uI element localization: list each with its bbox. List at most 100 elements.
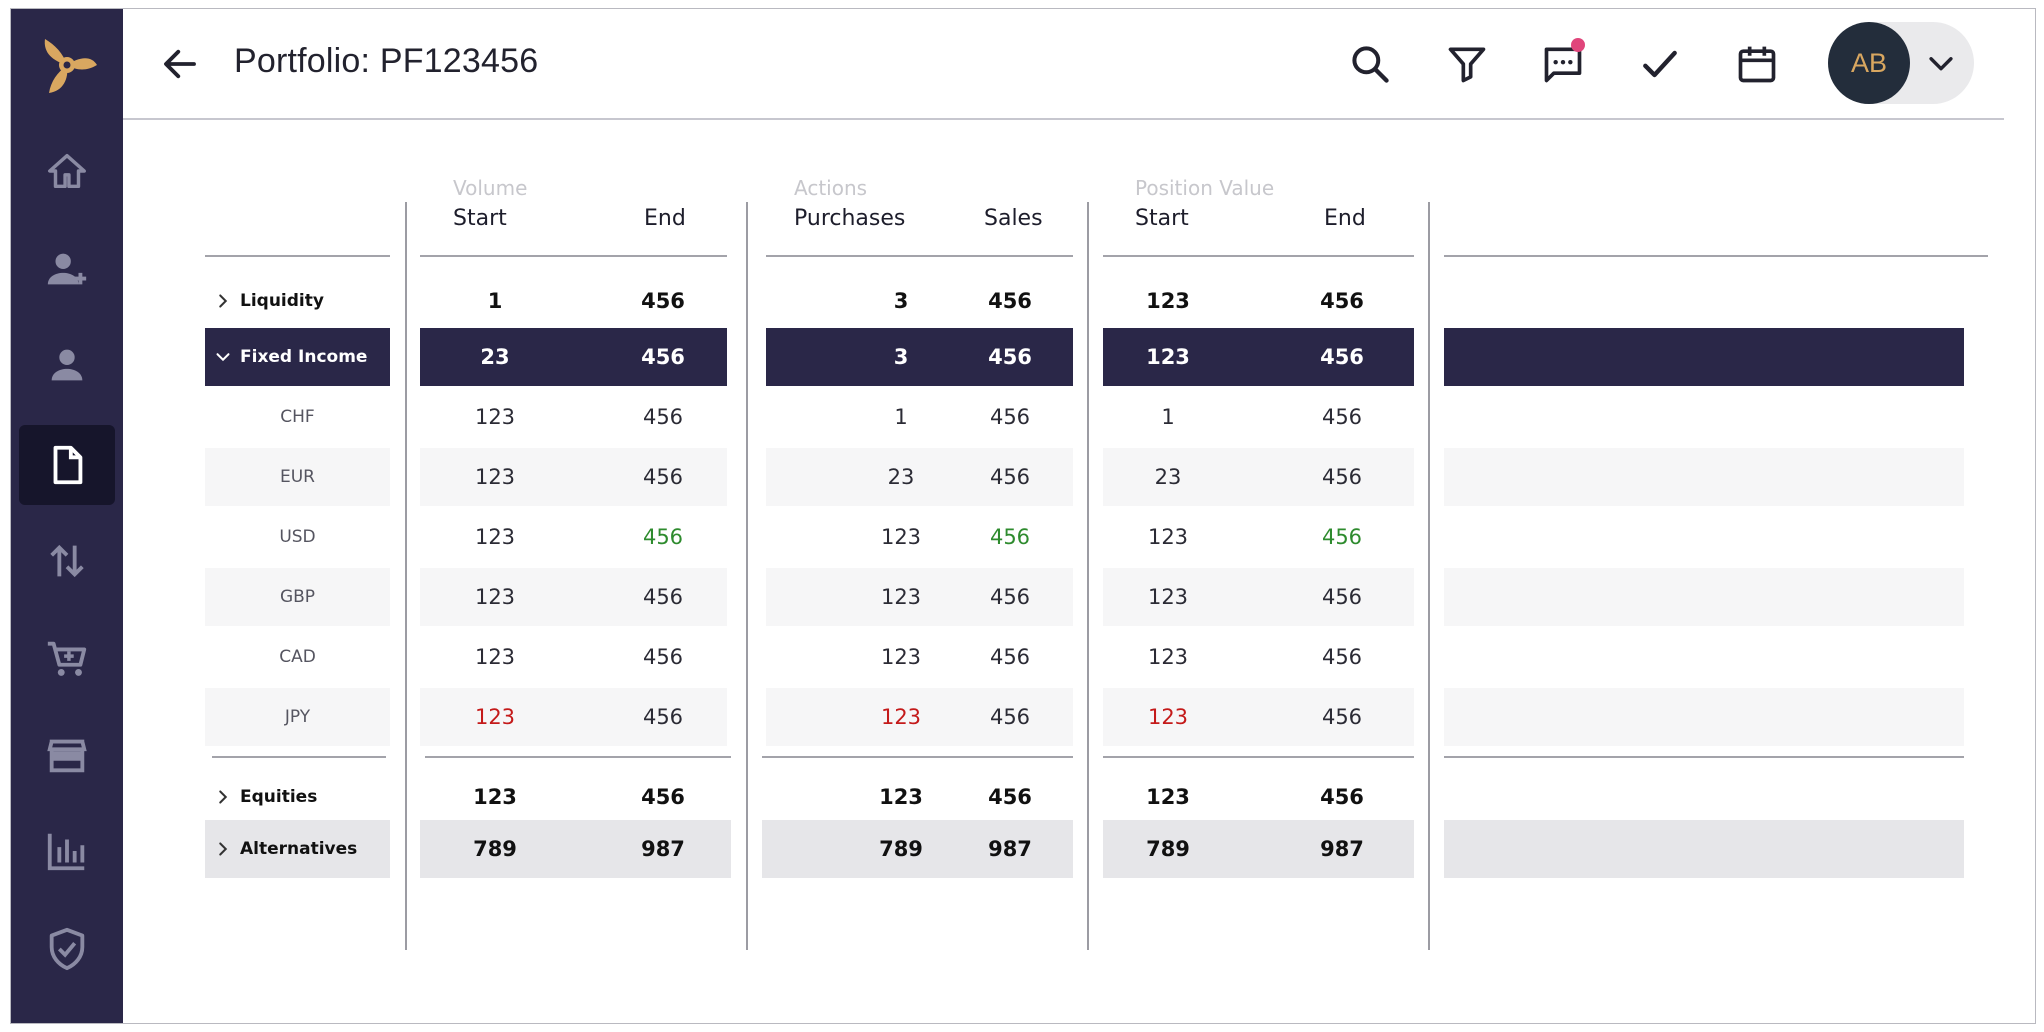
row-background (1444, 448, 1964, 506)
row-background (1444, 568, 1964, 626)
table-cell: 456 (1321, 465, 1363, 489)
check-icon (1643, 50, 1677, 78)
col-header-volume-start[interactable]: Start (453, 206, 507, 231)
table-cell: 456 (1321, 525, 1363, 549)
table-cell: 123 (1146, 289, 1190, 313)
table-cell: 23 (1154, 465, 1182, 489)
row-label-alternatives[interactable]: Alternatives (212, 820, 357, 878)
col-header-volume-end[interactable]: End (644, 206, 686, 231)
row-background (420, 328, 727, 386)
row-label-eur[interactable]: EUR (205, 448, 390, 506)
row-background (1444, 688, 1964, 746)
sidebar-item-home[interactable] (19, 131, 115, 211)
row-background (205, 688, 390, 746)
filter-button[interactable] (1437, 34, 1497, 94)
table-cell: 3 (893, 345, 909, 369)
table-cell: 456 (1320, 785, 1364, 809)
logo-icon (33, 31, 101, 99)
table-cell: 456 (641, 785, 685, 809)
sidebar-item-documents[interactable] (19, 425, 115, 505)
col-header-sales[interactable]: Sales (984, 206, 1043, 231)
table-cell: 123 (474, 645, 516, 669)
table-cell: 456 (642, 705, 684, 729)
row-background (420, 820, 731, 878)
table-cell: 456 (1320, 345, 1364, 369)
chevron-right-icon[interactable] (212, 838, 234, 860)
section-rule (1444, 756, 1964, 758)
table-cell: 456 (641, 345, 685, 369)
table-cell: 1 (1161, 405, 1175, 429)
column-divider (405, 202, 407, 950)
table-cell: 123 (880, 705, 922, 729)
sidebar-item-security[interactable] (19, 909, 115, 989)
table-cell: 456 (989, 705, 1031, 729)
section-rule (1103, 756, 1414, 758)
table-cell: 1 (894, 405, 908, 429)
sidebar-item-analytics[interactable] (19, 811, 115, 891)
row-background (205, 568, 390, 626)
row-background (766, 328, 1073, 386)
row-label-liquidity[interactable]: Liquidity (212, 272, 324, 330)
row-label-fixed-income[interactable]: Fixed Income (212, 328, 367, 386)
table-cell: 123 (880, 645, 922, 669)
calendar-icon (1738, 46, 1776, 83)
row-label-text: Equities (240, 787, 318, 807)
chevron-right-icon[interactable] (212, 290, 234, 312)
header-rule (1444, 255, 1988, 257)
table-cell: 456 (641, 289, 685, 313)
row-label-cad[interactable]: CAD (205, 628, 390, 686)
row-label-equities[interactable]: Equities (212, 768, 317, 826)
row-background (766, 568, 1073, 626)
table-cell: 456 (642, 405, 684, 429)
row-label-usd[interactable]: USD (205, 508, 390, 566)
chevron-down-icon (1929, 57, 1953, 71)
row-background (766, 448, 1073, 506)
table-cell: 123 (880, 585, 922, 609)
table-cell: 456 (1321, 645, 1363, 669)
page-title: Portfolio: PF123456 (234, 42, 539, 80)
sidebar-item-user[interactable] (19, 325, 115, 405)
sidebar-item-transfers[interactable] (19, 521, 115, 601)
calendar-button[interactable] (1727, 34, 1787, 94)
row-label-chf[interactable]: CHF (205, 388, 390, 446)
col-header-purchases[interactable]: Purchases (794, 206, 906, 231)
table-cell: 123 (474, 585, 516, 609)
row-background (1103, 568, 1414, 626)
column-divider (746, 202, 748, 950)
search-button[interactable] (1340, 34, 1400, 94)
sidebar-item-cart[interactable] (19, 619, 115, 699)
chevron-down-icon[interactable] (212, 346, 234, 368)
row-background (1103, 448, 1414, 506)
approve-button[interactable] (1630, 34, 1690, 94)
filter-icon (1448, 47, 1486, 83)
table-cell: 789 (1146, 837, 1190, 861)
comments-button[interactable] (1533, 34, 1593, 94)
table-cell: 123 (474, 405, 516, 429)
back-button[interactable] (152, 36, 208, 92)
chevron-right-icon[interactable] (212, 786, 234, 808)
table-cell: 456 (988, 345, 1032, 369)
store-icon (47, 739, 87, 773)
row-label-jpy[interactable]: JPY (205, 688, 390, 746)
sidebar-item-add-user[interactable] (19, 229, 115, 309)
col-header-position-end[interactable]: End (1324, 206, 1366, 231)
row-label-gbp[interactable]: GBP (205, 568, 390, 626)
home-icon (48, 153, 86, 189)
table-cell: 123 (1147, 525, 1189, 549)
sidebar-item-store[interactable] (19, 715, 115, 795)
row-background (1444, 820, 1964, 878)
user-menu[interactable]: AB (1828, 22, 1974, 104)
add-user-icon (47, 253, 87, 285)
table-cell: 456 (642, 465, 684, 489)
row-background (420, 688, 727, 746)
cart-icon (47, 641, 87, 676)
group-label-volume: Volume (453, 176, 528, 200)
table-cell: 456 (989, 645, 1031, 669)
table-cell: 987 (1320, 837, 1364, 861)
document-icon (53, 445, 83, 485)
table-cell: 456 (642, 645, 684, 669)
search-icon (1352, 46, 1389, 83)
row-background (420, 568, 727, 626)
row-label-text: Fixed Income (240, 347, 368, 367)
col-header-position-start[interactable]: Start (1135, 206, 1189, 231)
